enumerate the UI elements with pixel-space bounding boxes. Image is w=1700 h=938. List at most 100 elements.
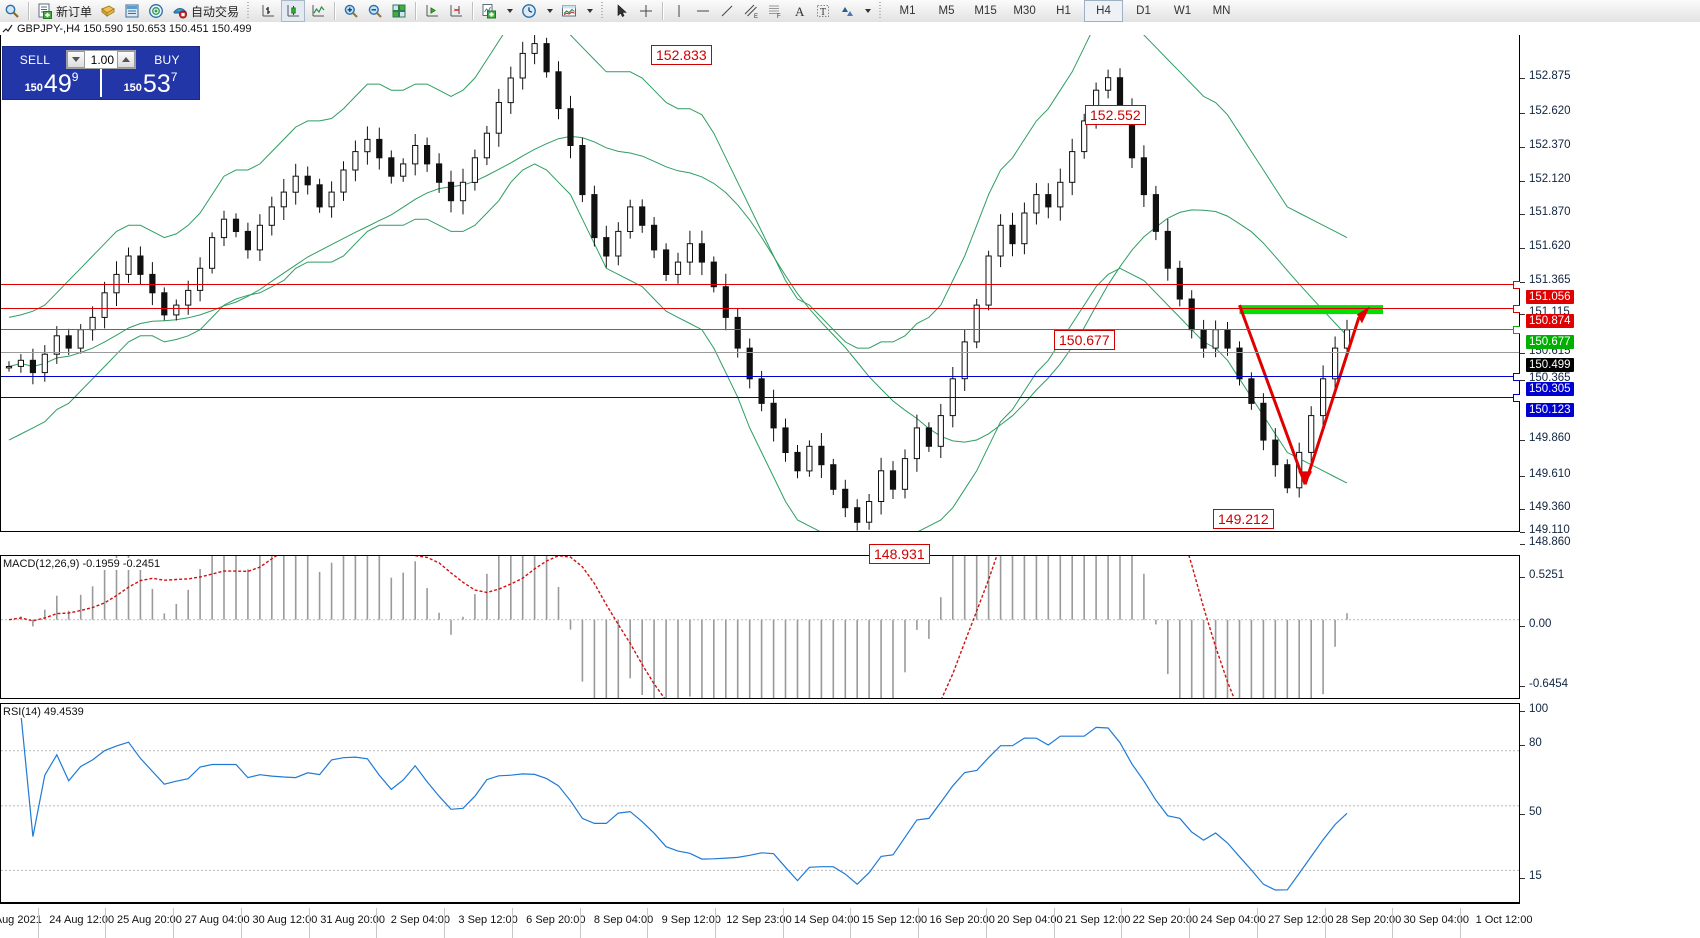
period-clock-icon[interactable]	[518, 1, 540, 21]
horizontal-line-tool-icon[interactable]	[692, 1, 714, 21]
timeframe-m30[interactable]: M30	[1013, 5, 1036, 17]
time-label: 3 Sep 12:00	[458, 914, 518, 926]
time-tick	[1256, 908, 1258, 938]
timeframe-m5[interactable]: M5	[938, 5, 955, 17]
timeframe-w1[interactable]: W1	[1173, 5, 1192, 17]
buy-price-big: 53	[142, 70, 171, 98]
navigator-icon[interactable]	[145, 1, 167, 21]
time-label: 22 Sep 20:00	[1132, 914, 1199, 926]
timeframe-h1[interactable]: H1	[1056, 5, 1071, 17]
time-label: 3 Aug 2021	[0, 914, 42, 926]
trendline-tool-icon[interactable]	[716, 1, 738, 21]
buy-price-prefix: 150	[123, 82, 142, 94]
sell-price-big: 49	[43, 70, 72, 98]
rsi-pane[interactable]	[0, 703, 1520, 903]
new-chart-dropdown[interactable]	[502, 1, 516, 21]
price-annotation[interactable]: 152.833	[651, 45, 712, 65]
toolbar-grip-3[interactable]	[878, 2, 886, 20]
templates-icon[interactable]	[558, 1, 580, 21]
time-tick	[308, 908, 310, 938]
period-dropdown[interactable]	[542, 1, 556, 21]
time-tick	[1324, 908, 1326, 938]
time-label: 12 Sep 23:00	[726, 914, 792, 926]
line-chart-icon[interactable]	[307, 1, 329, 21]
price-level-line-resistance[interactable]	[1, 284, 1519, 285]
price-level-line-current[interactable]	[1, 352, 1519, 353]
vertical-line-tool-icon[interactable]	[668, 1, 690, 21]
toolbar-grip[interactable]	[246, 2, 254, 20]
price-annotation[interactable]: 150.677	[1054, 330, 1115, 350]
text-label-tool-icon[interactable]: T	[812, 1, 834, 21]
search-icon[interactable]	[1, 1, 23, 21]
toolbar-grip-2[interactable]	[600, 2, 608, 20]
buy-button[interactable]: BUY	[154, 52, 180, 67]
zoom-in-icon[interactable]	[340, 1, 362, 21]
price-level-line-support[interactable]	[1, 397, 1519, 398]
price-annotation[interactable]: 148.931	[869, 544, 930, 564]
bar-chart-icon[interactable]	[257, 1, 279, 21]
price-level-label-support[interactable]: 150.305	[1526, 382, 1574, 396]
chart-window: GBPJPY-,H4 150.590 150.653 150.451 150.4…	[0, 22, 1700, 938]
price-pane[interactable]	[0, 35, 1521, 532]
timeframe-m15[interactable]: M15	[974, 5, 997, 17]
arrows-dropdown[interactable]	[860, 1, 874, 21]
volume-decrement-button[interactable]	[67, 51, 85, 68]
rsi-label: RSI(14) 49.4539	[2, 706, 85, 718]
svg-text:F: F	[777, 14, 781, 19]
crosshair-tool-icon[interactable]	[635, 1, 657, 21]
timeframe-mn[interactable]: MN	[1212, 5, 1231, 17]
timeframe-h4[interactable]: H4	[1084, 0, 1124, 22]
price-level-label-resistance[interactable]: 150.874	[1526, 314, 1574, 328]
cursor-tool-icon[interactable]	[611, 1, 633, 21]
candlestick-chart-icon[interactable]	[281, 0, 306, 22]
volume-increment-button[interactable]	[117, 51, 135, 68]
volume-input[interactable]: 1.00	[90, 52, 114, 67]
grid-view-icon[interactable]	[388, 1, 410, 21]
price-level-label-current[interactable]: 150.499	[1526, 358, 1574, 372]
svg-text:E: E	[754, 14, 758, 19]
auto-trading-button[interactable]: 自动交易	[169, 1, 242, 21]
arrows-tool-icon[interactable]	[836, 1, 858, 21]
shift-chart-icon[interactable]	[421, 1, 443, 21]
sell-button[interactable]: SELL	[19, 52, 51, 67]
new-chart-icon[interactable]	[478, 1, 500, 21]
price-scale[interactable]: 152.875 152.620 152.370 152.120 151.870 151.6…	[1520, 35, 1700, 548]
price-level-line-support[interactable]	[1, 376, 1519, 377]
price-annotation[interactable]: 152.552	[1085, 105, 1146, 125]
auto-trading-label: 自动交易	[191, 4, 240, 19]
timeframe-m1[interactable]: M1	[899, 5, 916, 17]
new-order-label: 新订单	[56, 4, 93, 19]
time-tick	[1053, 908, 1055, 938]
price-level-label-resistance[interactable]: 151.056	[1526, 290, 1574, 304]
text-tool-icon[interactable]: A	[788, 1, 810, 21]
timeframe-d1[interactable]: D1	[1136, 5, 1151, 17]
price-annotation[interactable]: 149.212	[1213, 509, 1274, 529]
macd-pane[interactable]	[0, 555, 1520, 699]
price-level-line-resistance[interactable]	[1, 308, 1519, 309]
oct-divider	[100, 69, 102, 97]
time-tick	[782, 908, 784, 938]
market-watch-icon[interactable]	[97, 1, 119, 21]
time-tick	[376, 908, 378, 938]
chart-symbol-icon	[2, 24, 13, 33]
time-label: 1 Oct 12:00	[1475, 914, 1533, 926]
data-window-icon[interactable]	[121, 1, 143, 21]
time-tick	[444, 908, 446, 938]
auto-scroll-icon[interactable]	[445, 1, 467, 21]
zoom-out-icon[interactable]	[364, 1, 386, 21]
price-level-label-support[interactable]: 150.123	[1526, 403, 1574, 417]
volume-input-group[interactable]: 1.00	[66, 50, 136, 69]
new-order-button[interactable]: 新订单	[34, 1, 95, 21]
price-level-label-target[interactable]: 150.677	[1526, 335, 1574, 349]
equidistant-channel-icon[interactable]: E	[740, 1, 762, 21]
templates-dropdown[interactable]	[582, 1, 596, 21]
time-tick	[715, 908, 716, 938]
price-level-line-target[interactable]	[1, 329, 1519, 330]
macd-label: MACD(12,26,9) -0.1959 -0.2451	[2, 558, 162, 570]
fibonacci-tool-icon[interactable]: F	[764, 1, 786, 21]
macd-scale: 0.5251 0.00 -0.6454	[1520, 555, 1700, 699]
one-click-trading-panel[interactable]: SELL 1.00 BUY 150 49 9 150 53 7	[2, 46, 200, 100]
buy-price[interactable]: 150 53 7	[102, 69, 199, 97]
sell-price[interactable]: 150 49 9	[3, 69, 100, 97]
